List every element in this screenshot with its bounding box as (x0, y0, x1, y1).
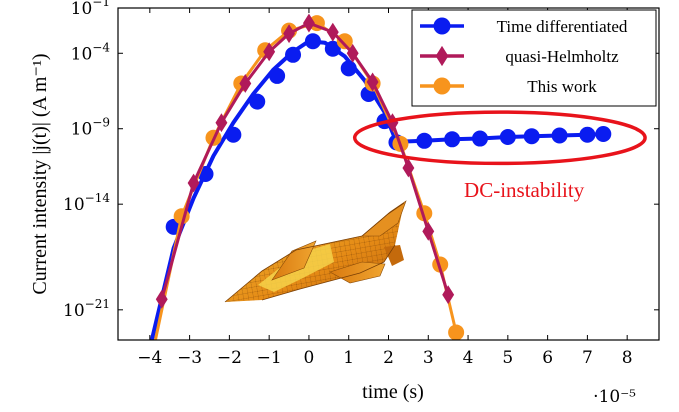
data-point (595, 126, 612, 143)
data-point (225, 126, 242, 143)
x-tick-label: −3 (177, 348, 202, 368)
data-point (263, 42, 276, 62)
data-point (523, 128, 540, 145)
data-point (249, 93, 266, 110)
x-tick-label: 5 (502, 348, 513, 368)
x-tick-label: 4 (463, 348, 474, 368)
data-point (239, 74, 252, 93)
data-point (402, 158, 415, 178)
x-tick-label: −4 (137, 348, 162, 368)
x-tick-label: 8 (622, 348, 633, 368)
legend-item: quasi-Helmholtz (420, 45, 619, 67)
y-tick-label: 10−1 (71, 0, 110, 19)
legend-label: quasi-Helmholtz (505, 47, 619, 66)
x-tick-label: 1 (343, 348, 354, 368)
series-1 (155, 13, 455, 309)
series-line (160, 21, 450, 300)
legend-item: Time differentiated (420, 17, 628, 36)
y-axis-label: Current intensity |j(t)| (A m⁻¹) (29, 53, 51, 294)
data-point (416, 132, 433, 149)
legend-marker (433, 17, 451, 35)
dc-instability-ellipse (352, 110, 647, 166)
y-tick-label: 10−21 (63, 297, 110, 321)
data-point (422, 221, 435, 241)
x-tick-label: 0 (304, 348, 315, 368)
data-point (579, 126, 596, 143)
data-point (366, 72, 379, 92)
legend-marker (433, 77, 451, 95)
data-point (302, 13, 315, 33)
y-tick-label: 10−14 (63, 191, 110, 215)
data-point (471, 130, 488, 147)
data-point (444, 131, 461, 148)
data-point (285, 46, 302, 63)
legend-item: This work (420, 77, 597, 96)
data-point (340, 60, 357, 77)
data-point (187, 173, 200, 193)
data-point (442, 285, 455, 305)
x-axis-multiplier: ·10⁻⁵ (593, 387, 636, 407)
data-point (346, 43, 359, 63)
data-point (304, 33, 321, 50)
data-point (326, 22, 339, 42)
legend-marker (435, 45, 449, 67)
data-point (499, 129, 516, 146)
x-axis-label: time (s) (362, 381, 424, 403)
x-tick-label: 3 (423, 348, 434, 368)
data-point (551, 127, 568, 144)
data-point (283, 24, 296, 44)
x-tick-label: 6 (542, 348, 553, 368)
data-point (215, 113, 228, 133)
y-tick-label: 10−4 (71, 40, 111, 64)
y-tick-label: 10−9 (71, 116, 110, 140)
data-point (386, 113, 399, 133)
data-point (155, 289, 168, 309)
data-point (336, 33, 353, 50)
x-tick-label: 7 (582, 348, 593, 368)
x-tick-label: −1 (257, 348, 282, 368)
legend-label: Time differentiated (497, 17, 628, 36)
data-point (448, 324, 465, 340)
dc-instability-label: DC-instability (464, 178, 585, 202)
data-point (324, 40, 341, 57)
space-shuttle-illustration (224, 200, 407, 303)
x-tick-label: 2 (383, 348, 394, 368)
x-tick-label: −2 (217, 348, 242, 368)
data-point (269, 67, 286, 84)
legend-label: This work (527, 77, 597, 96)
